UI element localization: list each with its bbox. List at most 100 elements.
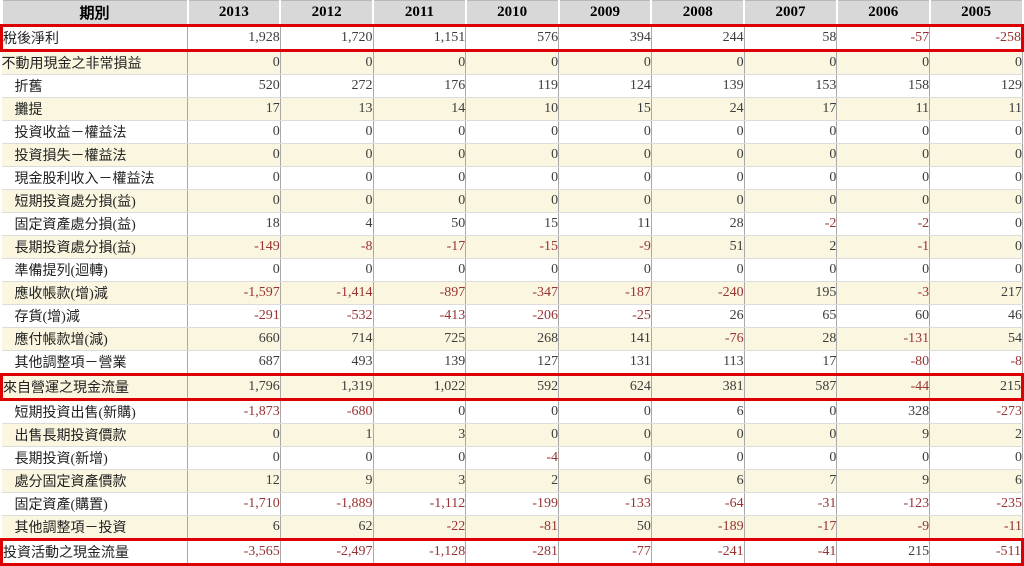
cell-value: 0 — [280, 120, 374, 144]
cell-value: -8 — [280, 235, 374, 259]
cell-value: 0 — [929, 166, 1023, 190]
cell-value: 1,720 — [280, 24, 374, 52]
cell-value: 0 — [187, 446, 281, 470]
cell-value: 587 — [744, 373, 838, 401]
cell-value: -15 — [465, 235, 560, 259]
cell-value: 0 — [744, 399, 838, 424]
cell-value: 0 — [465, 143, 560, 167]
cell-value: 50 — [373, 212, 467, 236]
cell-value: 0 — [558, 258, 652, 282]
cell-value: 15 — [558, 97, 652, 121]
cell-value: 6 — [558, 469, 652, 493]
cell-value: 1,151 — [373, 24, 467, 52]
cell-value: -17 — [744, 515, 838, 540]
cell-value: 381 — [651, 373, 745, 401]
table-row: 處分固定資產價款 12 9 3 2 6 6 7 9 6 — [1, 469, 1023, 493]
cell-value: -2 — [836, 212, 931, 236]
cell-value: -133 — [558, 492, 652, 516]
cell-value: 1 — [280, 423, 374, 447]
cell-value: 0 — [280, 189, 374, 213]
cell-value: 0 — [651, 258, 745, 282]
cell-value: 0 — [929, 235, 1023, 259]
table-row: 出售長期投資價款 0 1 3 0 0 0 0 9 2 — [1, 423, 1023, 447]
cell-value: -77 — [558, 538, 652, 566]
cell-value: 17 — [187, 97, 281, 121]
cell-value: 139 — [373, 350, 467, 375]
cell-value: 15 — [465, 212, 560, 236]
cell-value: 18 — [187, 212, 281, 236]
cell-value: -41 — [744, 538, 838, 566]
cell-value: 65 — [744, 304, 838, 328]
cell-value: 0 — [373, 50, 467, 75]
cell-value: -76 — [651, 327, 745, 351]
cell-value: -31 — [744, 492, 838, 516]
year-column-header: 2007 — [743, 0, 838, 27]
year-column-header: 2010 — [464, 0, 560, 27]
cell-value: 0 — [744, 143, 838, 167]
cell-value: 0 — [929, 212, 1023, 236]
row-label: 折舊 — [1, 74, 188, 98]
row-label: 準備提列(迴轉) — [1, 258, 188, 282]
cell-value: -511 — [929, 538, 1024, 566]
cell-value: -1,873 — [187, 399, 281, 424]
cell-value: 493 — [280, 350, 374, 375]
cell-value: 0 — [744, 166, 838, 190]
cell-value: -281 — [465, 538, 560, 566]
cell-value: 9 — [836, 469, 931, 493]
cell-value: 141 — [558, 327, 652, 351]
cell-value: -1,414 — [280, 281, 374, 305]
cell-value: 0 — [465, 189, 560, 213]
cell-value: -240 — [651, 281, 745, 305]
table-row: 短期投資出售(新購) -1,873 -680 0 0 0 6 0 328 -273 — [1, 399, 1023, 424]
row-label: 攤提 — [1, 97, 188, 121]
cell-value: -44 — [836, 373, 931, 401]
cell-value: 0 — [651, 189, 745, 213]
year-column-header: 2012 — [279, 0, 375, 27]
cell-value: 6 — [651, 399, 745, 424]
table-row: 固定資產(購置) -1,710 -1,889 -1,112 -199 -133 -64 -31… — [1, 492, 1023, 516]
cell-value: 394 — [558, 24, 652, 52]
row-label: 長期投資(新增) — [1, 446, 188, 470]
cell-value: 592 — [465, 373, 560, 401]
cell-value: 54 — [929, 327, 1023, 351]
cell-value: 244 — [651, 24, 745, 52]
cell-value: 0 — [558, 166, 652, 190]
year-column-header: 2006 — [835, 0, 931, 27]
cell-value: 576 — [465, 24, 560, 52]
cell-value: 119 — [465, 74, 560, 98]
cell-value: 6 — [651, 469, 745, 493]
table-row: 長期投資(新增) 0 0 0 -4 0 0 0 0 0 — [1, 446, 1023, 470]
cell-value: 6 — [187, 515, 281, 540]
cell-value: 195 — [744, 281, 838, 305]
row-label: 處分固定資產價款 — [1, 469, 188, 493]
cell-value: -235 — [929, 492, 1023, 516]
cell-value: 3 — [373, 423, 467, 447]
cell-value: 0 — [373, 120, 467, 144]
period-column-header: 期別 — [0, 0, 189, 27]
cell-value: 0 — [558, 143, 652, 167]
cell-value: -897 — [373, 281, 467, 305]
cell-value: -206 — [465, 304, 560, 328]
cell-value: 0 — [373, 166, 467, 190]
row-label: 稅後淨利 — [0, 24, 188, 52]
cell-value: 328 — [836, 399, 931, 424]
cell-value: -1,597 — [187, 281, 281, 305]
cell-value: 0 — [651, 423, 745, 447]
table-row: 固定資產處分損(益) 18 4 50 15 11 28 -2 -2 0 — [1, 212, 1023, 236]
cell-value: 0 — [836, 258, 931, 282]
table-row: 投資損失－權益法 0 0 0 0 0 0 0 0 0 — [1, 143, 1023, 167]
cell-value: 0 — [929, 143, 1023, 167]
cell-value: 687 — [187, 350, 281, 375]
cell-value: -2,497 — [280, 538, 374, 566]
cell-value: 2 — [465, 469, 560, 493]
cell-value: 0 — [651, 120, 745, 144]
cell-value: -532 — [280, 304, 374, 328]
table-row: 不動用現金之非常損益 0 0 0 0 0 0 0 0 0 — [1, 50, 1023, 75]
cell-value: 0 — [558, 399, 652, 424]
cell-value: 10 — [465, 97, 560, 121]
cell-value: 0 — [651, 446, 745, 470]
cell-value: 217 — [929, 281, 1023, 305]
table-header-row: 期別 2013 2012 2011 2010 2009 2008 2007 2006 2005 — [0, 0, 1024, 27]
cell-value: 0 — [187, 143, 281, 167]
cell-value: 0 — [280, 166, 374, 190]
